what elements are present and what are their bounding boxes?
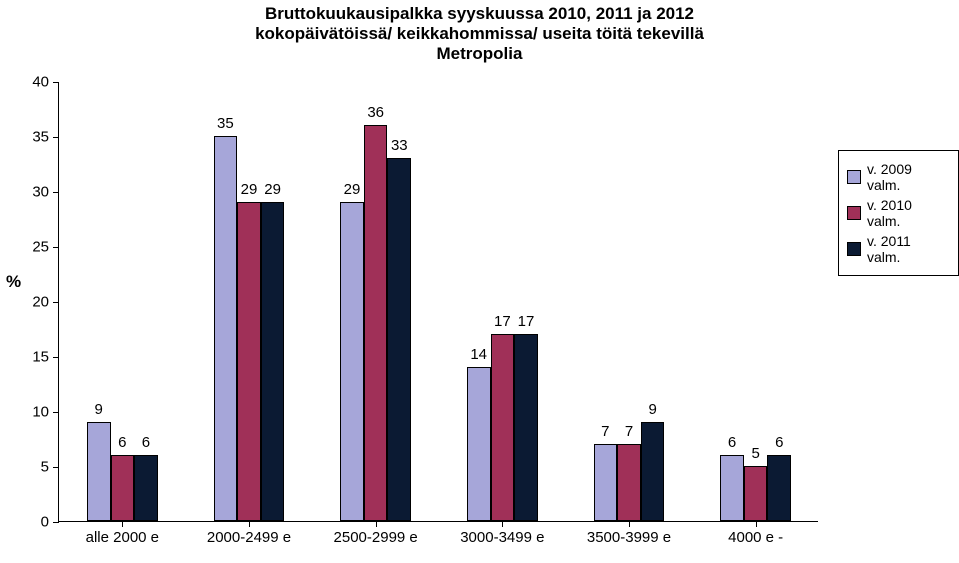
bar-value-label: 29 [264,181,281,198]
y-tick-label: 20 [32,294,59,311]
bar-value-label: 9 [648,401,656,418]
y-tick-label: 30 [32,184,59,201]
chart-container: Bruttokuukausipalkka syyskuussa 2010, 20… [0,0,959,563]
chart-title-line: kokopäivätöissä/ keikkahommissa/ useita … [0,24,959,44]
bar [767,455,791,521]
legend-swatch [847,170,861,184]
y-tick-label: 10 [32,404,59,421]
bar [514,334,538,521]
y-tick-label: 40 [32,74,59,91]
x-tick-label: 2500-2999 e [334,521,418,546]
bar [214,136,238,521]
bar [491,334,515,521]
legend-item: v. 2010 valm. [847,197,948,229]
bar-value-label: 35 [217,115,234,132]
bar-value-label: 6 [118,434,126,451]
y-tick-label: 25 [32,239,59,256]
bar-value-label: 29 [241,181,258,198]
bar-value-label: 7 [625,423,633,440]
legend-label: v. 2011 valm. [867,233,948,265]
x-tick-label: alle 2000 e [86,521,159,546]
legend-label: v. 2010 valm. [867,197,948,229]
x-tick-label: 2000-2499 e [207,521,291,546]
bar [261,202,285,521]
y-axis-label: % [6,272,21,292]
legend-item: v. 2011 valm. [847,233,948,265]
x-tick-label: 4000 e - [728,521,783,546]
bar-value-label: 36 [367,104,384,121]
legend-item: v. 2009 valm. [847,161,948,193]
bar-value-label: 6 [142,434,150,451]
y-tick-label: 35 [32,129,59,146]
bar-value-label: 29 [344,181,361,198]
bar [744,466,768,521]
bar [720,455,744,521]
chart-title-line: Bruttokuukausipalkka syyskuussa 2010, 20… [0,4,959,24]
x-tick-label: 3500-3999 e [587,521,671,546]
y-tick-label: 5 [41,459,59,476]
bar-value-label: 7 [601,423,609,440]
bar [134,455,158,521]
chart-title-line: Metropolia [0,44,959,64]
bar [237,202,261,521]
bar-value-label: 33 [391,137,408,154]
bar [617,444,641,521]
legend-label: v. 2009 valm. [867,161,948,193]
legend-swatch [847,242,861,256]
bar [364,125,388,521]
bar-value-label: 17 [518,313,535,330]
legend-swatch [847,206,861,220]
bar [111,455,135,521]
bar [594,444,618,521]
bar [387,158,411,521]
bar-value-label: 6 [728,434,736,451]
bar-value-label: 9 [95,401,103,418]
x-tick-label: 3000-3499 e [460,521,544,546]
bar [87,422,111,521]
bar-value-label: 6 [775,434,783,451]
bar-value-label: 5 [751,445,759,462]
chart-legend: v. 2009 valm. v. 2010 valm. v. 2011 valm. [838,150,959,276]
plot-area: 0510152025303540alle 2000 e9662000-2499 … [58,82,818,522]
y-tick-label: 0 [41,514,59,531]
bar [641,422,665,521]
bar-value-label: 14 [470,346,487,363]
bar-value-label: 17 [494,313,511,330]
bar [467,367,491,521]
y-tick-label: 15 [32,349,59,366]
bar [340,202,364,521]
